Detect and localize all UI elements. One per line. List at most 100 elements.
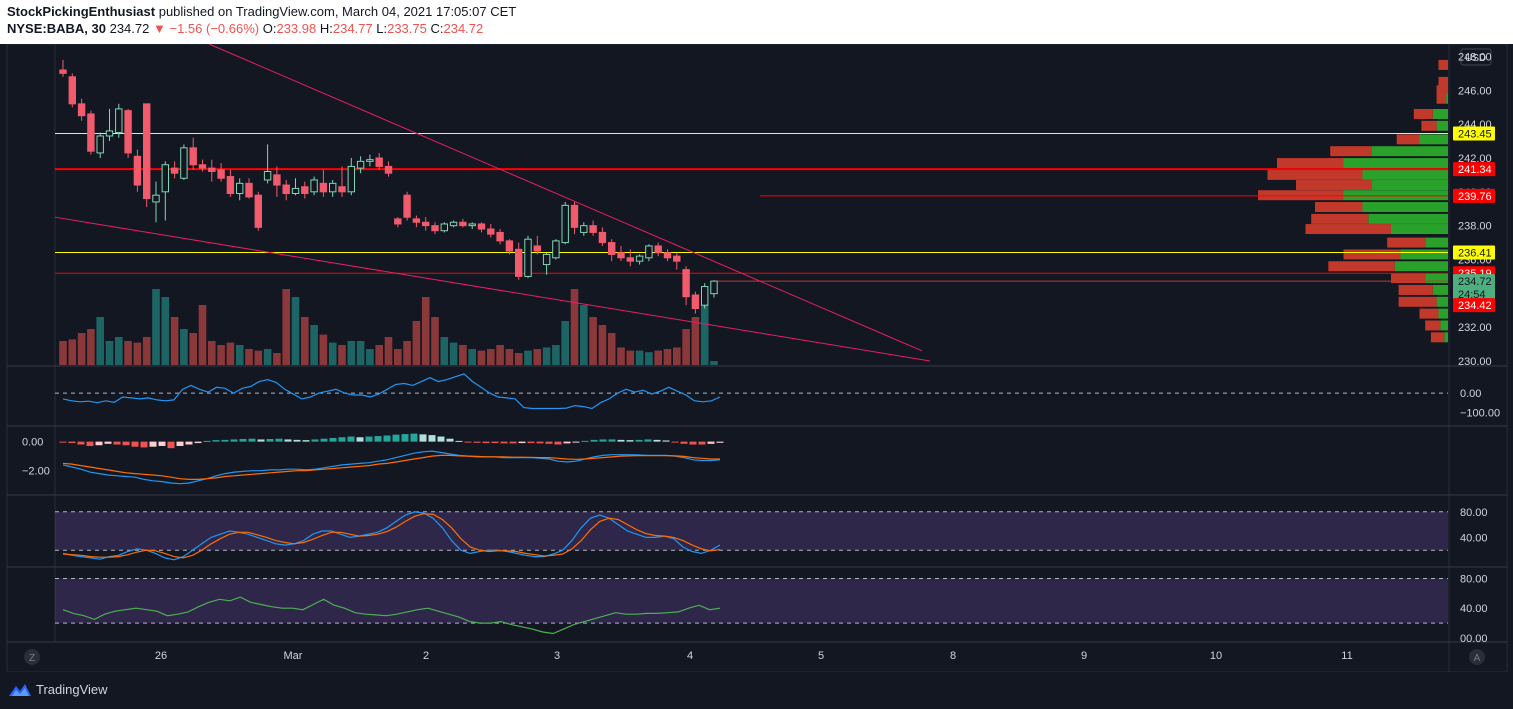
volume-bar (115, 337, 123, 365)
macd-histogram-bar (491, 441, 499, 444)
volume-profile-down (1330, 146, 1372, 157)
price-label-box (1453, 287, 1495, 302)
macd-histogram-bar (257, 439, 265, 442)
candle-body (347, 165, 356, 193)
candle-body (477, 223, 486, 230)
volume-bar (338, 345, 346, 365)
macd-histogram-bar (284, 439, 292, 442)
volume-bar (59, 341, 67, 365)
price-label-text: 234.42 (1458, 300, 1492, 312)
volume-bar (561, 321, 569, 365)
volume-bar (152, 289, 160, 365)
macd-histogram-bar (689, 441, 697, 445)
low-value: 233.75 (387, 21, 427, 36)
price-tick-label: 232.00 (1458, 322, 1492, 334)
cci-pane: 0.00 −100.00 (55, 373, 1500, 419)
rsi-pane: 80.00 40.00 00.00 (55, 573, 1488, 645)
volume-profile-down (1315, 202, 1363, 213)
volume-bar (96, 317, 104, 365)
macd-histogram-bar (239, 439, 247, 442)
volume-bar (412, 321, 421, 365)
volume-bar (663, 349, 672, 365)
volume-bar (217, 345, 225, 365)
volume-profile-up (1444, 332, 1448, 343)
candle-body (440, 223, 449, 232)
volume-profile-up (1400, 249, 1448, 260)
author-name[interactable]: StockPickingEnthusiast (7, 4, 156, 19)
volume-bar (124, 341, 132, 365)
volume-bar (384, 337, 393, 365)
macd-histogram-bar (509, 441, 517, 444)
candle-body (68, 76, 76, 105)
volume-bar (366, 349, 374, 365)
volume-profile-up (1446, 93, 1448, 104)
macd-histogram-bar (455, 440, 463, 442)
macd-histogram-bar (374, 436, 382, 442)
volume-bar (626, 350, 635, 365)
volume-bar (254, 350, 263, 365)
macd-histogram-bar (410, 433, 418, 442)
candle-body (524, 238, 532, 277)
candle-body (403, 194, 411, 218)
currency-box (1460, 48, 1492, 66)
candle-body (273, 174, 281, 186)
volume-bar (235, 345, 244, 365)
volume-bar (180, 329, 188, 365)
time-tick-label: Mar (284, 650, 303, 662)
candle-body (180, 147, 188, 179)
candle-body (124, 110, 132, 154)
candle-body (570, 204, 579, 228)
chart-svg[interactable]: USD248.00246.00244.00242.00240.00238.002… (0, 43, 1513, 673)
macd-histogram-bar (401, 434, 409, 442)
currency-label: USD (1465, 53, 1486, 64)
macd-histogram-bar (275, 438, 283, 442)
candle-body (189, 147, 197, 166)
volume-bar (654, 350, 662, 365)
volume-profile-down (1398, 296, 1437, 307)
volume-profile-up (1372, 146, 1448, 157)
macd-histogram-bar (482, 441, 490, 444)
stoch-d-line (62, 513, 721, 559)
macd-histogram-bar (644, 439, 652, 442)
macd-histogram-bar (158, 441, 166, 446)
volume-bar (347, 341, 356, 365)
macd-histogram-bar (464, 441, 472, 443)
rsi-tick-label: 80.00 (1460, 573, 1488, 585)
cci-tick-label: −100.00 (1460, 407, 1500, 419)
close-value: 234.72 (443, 21, 484, 36)
volume-bar (421, 297, 430, 365)
chart-area[interactable]: USD248.00246.00244.00242.00240.00238.002… (0, 43, 1513, 673)
candle-body (245, 182, 253, 198)
volume-bar (514, 353, 523, 365)
candle-body (217, 169, 225, 179)
price-label-text: 234.72 (1458, 276, 1492, 288)
macd-histogram-bar (428, 435, 436, 442)
volume-bar (524, 350, 532, 365)
candle-body (310, 179, 318, 193)
candle-body (115, 108, 123, 134)
time-tick-label: 8 (950, 650, 956, 662)
zoom-button-label: Z (29, 653, 35, 664)
price-axis: USD248.00246.00244.00242.00240.00238.002… (1453, 48, 1495, 368)
macd-histogram-bar (392, 434, 400, 442)
stoch-pane: 80.00 40.00 (55, 507, 1488, 561)
volume-profile-up (1425, 237, 1448, 248)
horizontal-levels (55, 132, 1448, 282)
rsi-tick-label: 00.00 (1460, 633, 1488, 645)
volume-profile-up (1436, 296, 1448, 307)
macd-histogram-bar (527, 441, 535, 444)
tradingview-brand[interactable]: TradingView (8, 682, 108, 697)
candle-body (654, 245, 662, 254)
macd-histogram-bar (356, 437, 364, 442)
volume-profile-up (1432, 284, 1448, 295)
candle-body (626, 257, 634, 262)
candle-body (663, 252, 672, 259)
volume-bar (598, 325, 607, 365)
macd-histogram-bar (608, 439, 616, 442)
price-label-box (1453, 298, 1495, 313)
publish-line: StockPickingEnthusiast published on Trad… (7, 4, 516, 19)
candle-body (356, 160, 365, 169)
macd-histogram-bar (680, 441, 688, 444)
volume-bar (245, 349, 253, 365)
macd-histogram-bar (230, 439, 238, 442)
